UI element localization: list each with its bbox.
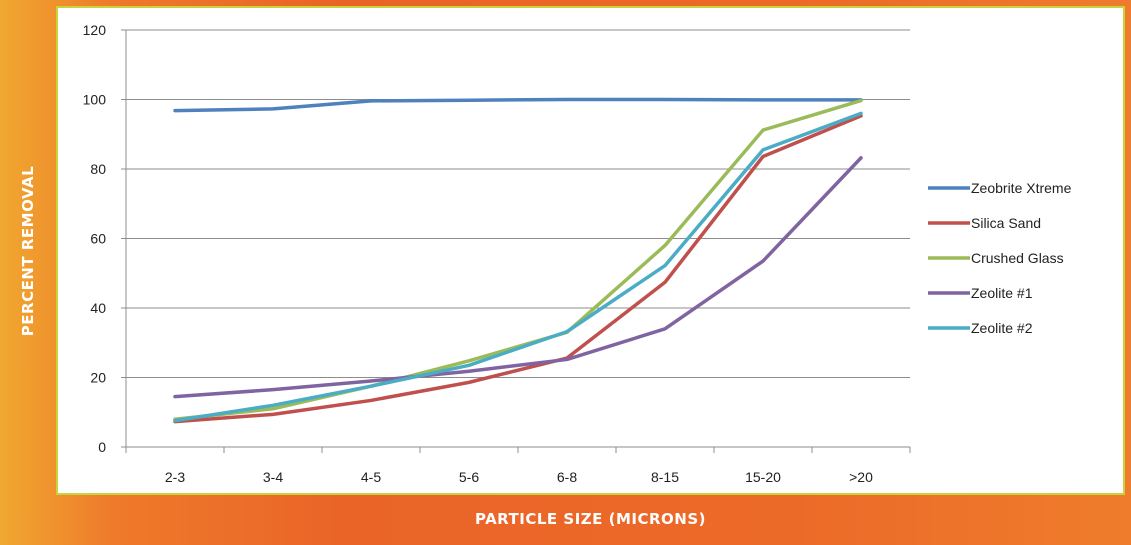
- x-tick-label: 6-8: [557, 469, 577, 485]
- series-line: [173, 111, 863, 423]
- y-tick-label: 20: [90, 370, 106, 386]
- y-axis-title: PERCENT REMOVAL: [0, 6, 56, 495]
- chart-panel: 0 20 40 60 80 100 120 2-3 3-4 4-5 5-6 6-8 8-15 15-20 >…: [56, 6, 1125, 495]
- x-tick-label: >20: [849, 469, 873, 485]
- series-line: [173, 114, 863, 424]
- x-tick-label: 8-15: [651, 469, 679, 485]
- y-tick-label: 0: [98, 439, 106, 455]
- x-tick-label: 15-20: [745, 469, 781, 485]
- legend-label: Zeolite #1: [971, 285, 1033, 301]
- series-line: [173, 98, 863, 421]
- y-tick-label: 60: [90, 231, 106, 247]
- line-chart: 0 20 40 60 80 100 120 2-3 3-4 4-5 5-6 6-8 8-15 15-20 >…: [83, 22, 1072, 485]
- legend-label: Crushed Glass: [971, 250, 1064, 266]
- x-axis-title: PARTICLE SIZE (MICRONS): [474, 510, 707, 528]
- x-tick-label: 3-4: [263, 469, 283, 485]
- x-tick-label: 5-6: [459, 469, 479, 485]
- legend-label: Silica Sand: [971, 215, 1041, 231]
- x-tick-label: 4-5: [361, 469, 381, 485]
- legend-label: Zeobrite Xtreme: [971, 180, 1072, 196]
- y-tick-label: 100: [83, 92, 107, 108]
- legend-label: Zeolite #2: [971, 320, 1033, 336]
- y-tick-label: 40: [90, 300, 106, 316]
- x-tick-label: 2-3: [165, 469, 185, 485]
- y-tick-label: 120: [83, 22, 107, 38]
- y-tick-label: 80: [90, 161, 106, 177]
- series-line: [173, 156, 863, 399]
- series-line: [173, 97, 863, 113]
- y-axis-title-text: PERCENT REMOVAL: [19, 165, 38, 336]
